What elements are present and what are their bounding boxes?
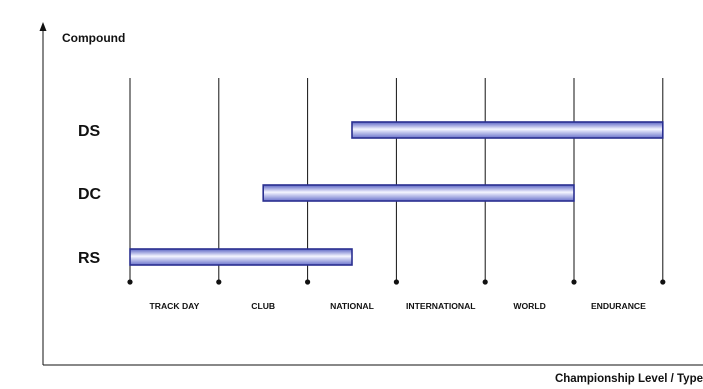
bar-rs: [129, 248, 353, 266]
boundary-dot: [571, 279, 577, 285]
bar-ds: [351, 121, 664, 139]
boundary-dot: [393, 279, 399, 285]
boundary-dot: [482, 279, 488, 285]
x-axis-title: Championship Level / Type: [555, 373, 703, 385]
x-tick-label: NATIONAL: [330, 301, 374, 311]
y-axis-arrow: [39, 22, 47, 31]
row-label-rs: RS: [78, 250, 101, 267]
x-tick-label: WORLD: [513, 301, 545, 311]
x-tick-label: CLUB: [251, 301, 275, 311]
x-tick-label: TRACK DAY: [149, 301, 199, 311]
boundary-dot: [216, 279, 222, 285]
axes: [39, 22, 703, 366]
row-label-ds: DS: [78, 123, 101, 140]
boundary-dot: [127, 279, 133, 285]
bar-dc: [262, 184, 575, 202]
x-tick-label: INTERNATIONAL: [406, 301, 476, 311]
row-label-dc: DC: [78, 186, 102, 203]
boundary-dot: [660, 279, 666, 285]
x-tick-label: ENDURANCE: [591, 301, 646, 311]
grid: [129, 78, 664, 282]
bars: DS DC RS: [78, 121, 664, 267]
x-ticks: TRACK DAY CLUB NATIONAL INTERNATIONAL WORLD E…: [127, 279, 666, 311]
boundary-dot: [305, 279, 311, 285]
y-axis-title: Compound: [62, 31, 125, 45]
